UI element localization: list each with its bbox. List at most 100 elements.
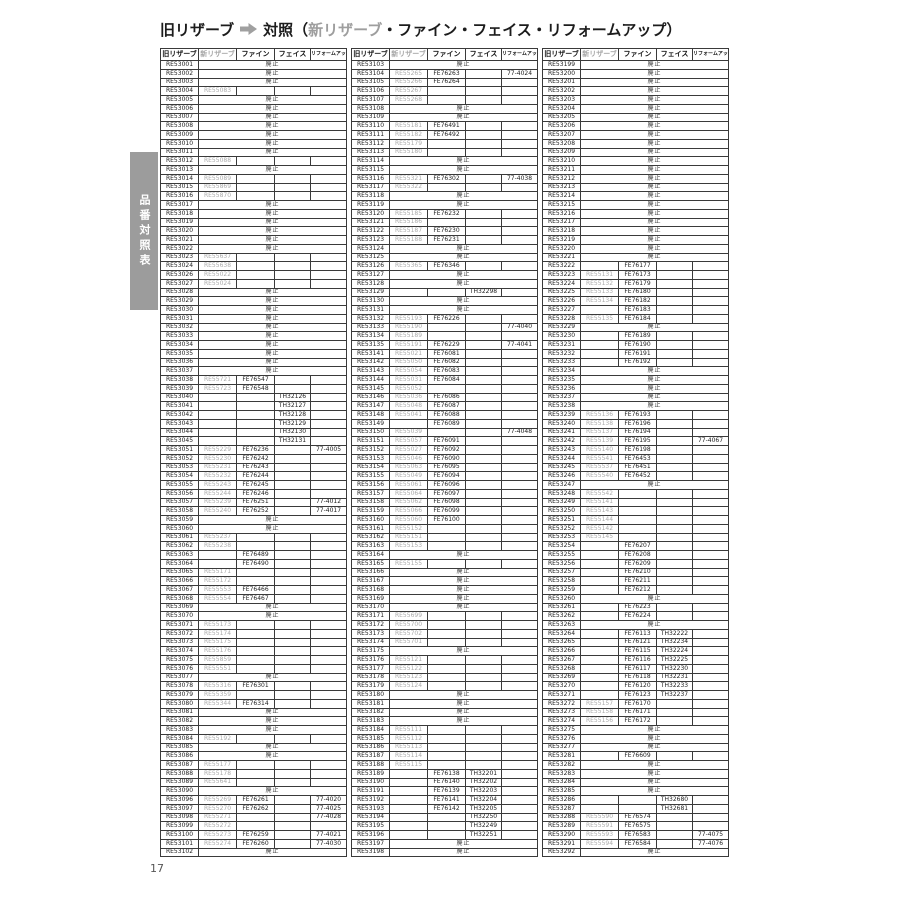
fine-code-cell: FE76192 <box>618 357 657 368</box>
fine-code-cell <box>236 182 275 193</box>
face-code-cell <box>656 523 693 534</box>
new-code-cell <box>198 550 237 560</box>
reform-code-cell <box>692 795 729 805</box>
table-row: RE53259 FE76212 <box>542 585 729 595</box>
fine-code-cell: FE76236 <box>236 445 275 455</box>
old-code-cell: RE53084 <box>160 733 199 744</box>
table-row: RE53015 RE55869 <box>160 182 347 193</box>
old-code-cell: RE53220 <box>542 243 581 254</box>
discontinued-cell: 廃止 <box>580 200 729 210</box>
old-code-cell: RE53053 <box>160 462 199 473</box>
face-code-cell: TH32201 <box>465 768 502 779</box>
fine-code-cell: FE76120 <box>618 681 657 691</box>
new-code-cell: RE55144 <box>580 515 619 525</box>
discontinued-cell: 廃止 <box>198 742 347 753</box>
reform-code-cell <box>501 558 538 569</box>
table-row: RE53192 FE76141 TH32204 <box>351 795 538 805</box>
old-code-cell: RE53023 <box>160 252 199 263</box>
new-code-cell: RE55039 <box>389 427 428 438</box>
table-row: RE53230 FE76189 <box>542 331 729 341</box>
fine-code-cell: FE76210 <box>618 567 657 578</box>
face-code-cell <box>465 401 502 411</box>
reform-code-cell <box>501 637 538 648</box>
reform-code-cell <box>692 357 729 368</box>
old-code-cell: RE53112 <box>351 138 390 149</box>
table-row: RE53221 廃止 <box>542 252 729 263</box>
table-row: RE53097 RE55270 FE76262 77-4025 <box>160 803 347 814</box>
table-row: RE53036 廃止 <box>160 357 347 368</box>
column-header: フェイス <box>465 48 502 61</box>
face-code-cell <box>274 550 311 560</box>
old-code-cell: RE53040 <box>160 392 199 403</box>
old-code-cell: RE53041 <box>160 401 199 411</box>
fine-code-cell <box>236 733 275 744</box>
table-row: RE53160 RE55060 FE76100 <box>351 515 538 525</box>
table-row: RE53111 RE55182 FE76492 <box>351 130 538 140</box>
face-code-cell: TH32233 <box>656 681 693 691</box>
table-row: RE53247 廃止 <box>542 480 729 490</box>
new-code-cell: RE55540 <box>580 471 619 481</box>
discontinued-cell: 廃止 <box>198 243 347 254</box>
old-code-cell: RE53038 <box>160 375 199 385</box>
old-code-cell: RE53146 <box>351 392 390 403</box>
fine-code-cell <box>236 252 275 263</box>
old-code-cell: RE53259 <box>542 585 581 595</box>
old-code-cell: RE53219 <box>542 235 581 245</box>
table-row: RE53126 RE55365 FE76346 <box>351 261 538 271</box>
table-row: RE53208 廃止 <box>542 138 729 149</box>
face-code-cell <box>274 690 311 700</box>
face-code-cell <box>465 751 502 761</box>
face-code-cell <box>465 95 502 105</box>
reform-code-cell <box>692 287 729 298</box>
table-row: RE53186 RE55113 <box>351 742 538 753</box>
old-code-cell: RE53031 <box>160 313 199 324</box>
fine-code-cell: FE76179 <box>618 278 657 289</box>
fine-code-cell: FE76083 <box>427 366 466 376</box>
old-code-cell: RE53227 <box>542 305 581 315</box>
old-code-cell: RE53134 <box>351 331 390 341</box>
fine-code-cell <box>427 637 466 648</box>
reform-code-cell <box>310 585 347 595</box>
table-row: RE53171 RE55699 <box>351 611 538 621</box>
face-code-cell <box>465 462 502 473</box>
old-code-cell: RE53216 <box>542 208 581 219</box>
fine-code-cell: FE76467 <box>236 593 275 604</box>
old-code-cell: RE53065 <box>160 567 199 578</box>
old-code-cell: RE53265 <box>542 637 581 648</box>
table-row: RE53163 RE55153 <box>351 541 538 551</box>
old-code-cell: RE53152 <box>351 445 390 455</box>
old-code-cell: RE53224 <box>542 278 581 289</box>
table-row: RE53102 廃止 <box>160 847 347 858</box>
face-code-cell <box>465 357 502 368</box>
new-code-cell <box>389 786 428 796</box>
new-code-cell: RE55046 <box>389 453 428 464</box>
face-code-cell: TH32298 <box>465 287 502 298</box>
table-row: RE53067 RE55553 FE76466 <box>160 585 347 595</box>
old-code-cell: RE53155 <box>351 471 390 481</box>
face-code-cell <box>274 488 311 499</box>
new-code-cell: RE55274 <box>198 838 237 849</box>
face-code-cell <box>274 830 311 840</box>
old-code-cell: RE53154 <box>351 462 390 473</box>
fine-code-cell <box>427 383 466 394</box>
new-code-cell: RE55141 <box>580 497 619 508</box>
fine-code-cell: FE76172 <box>618 716 657 726</box>
discontinued-cell: 廃止 <box>580 383 729 394</box>
new-code-cell: RE55721 <box>198 375 237 385</box>
new-code-cell: RE55188 <box>389 235 428 245</box>
old-code-cell: RE53030 <box>160 305 199 315</box>
new-code-cell: RE55136 <box>580 410 619 420</box>
face-code-cell <box>656 812 693 823</box>
old-code-cell: RE53127 <box>351 270 390 280</box>
reform-code-cell <box>310 278 347 289</box>
reform-code-cell <box>310 655 347 665</box>
header-row: 旧リザーブ新リザーブファインフェイスリフォームアップ <box>160 48 347 61</box>
discontinued-cell: 廃止 <box>580 208 729 219</box>
new-code-cell: RE55172 <box>198 576 237 586</box>
new-code-cell <box>389 777 428 788</box>
new-code-cell <box>580 681 619 691</box>
old-code-cell: RE53067 <box>160 585 199 595</box>
table-row: RE53175 廃止 <box>351 646 538 656</box>
new-code-cell: RE55231 <box>198 462 237 473</box>
table-row: RE53236 廃止 <box>542 383 729 394</box>
